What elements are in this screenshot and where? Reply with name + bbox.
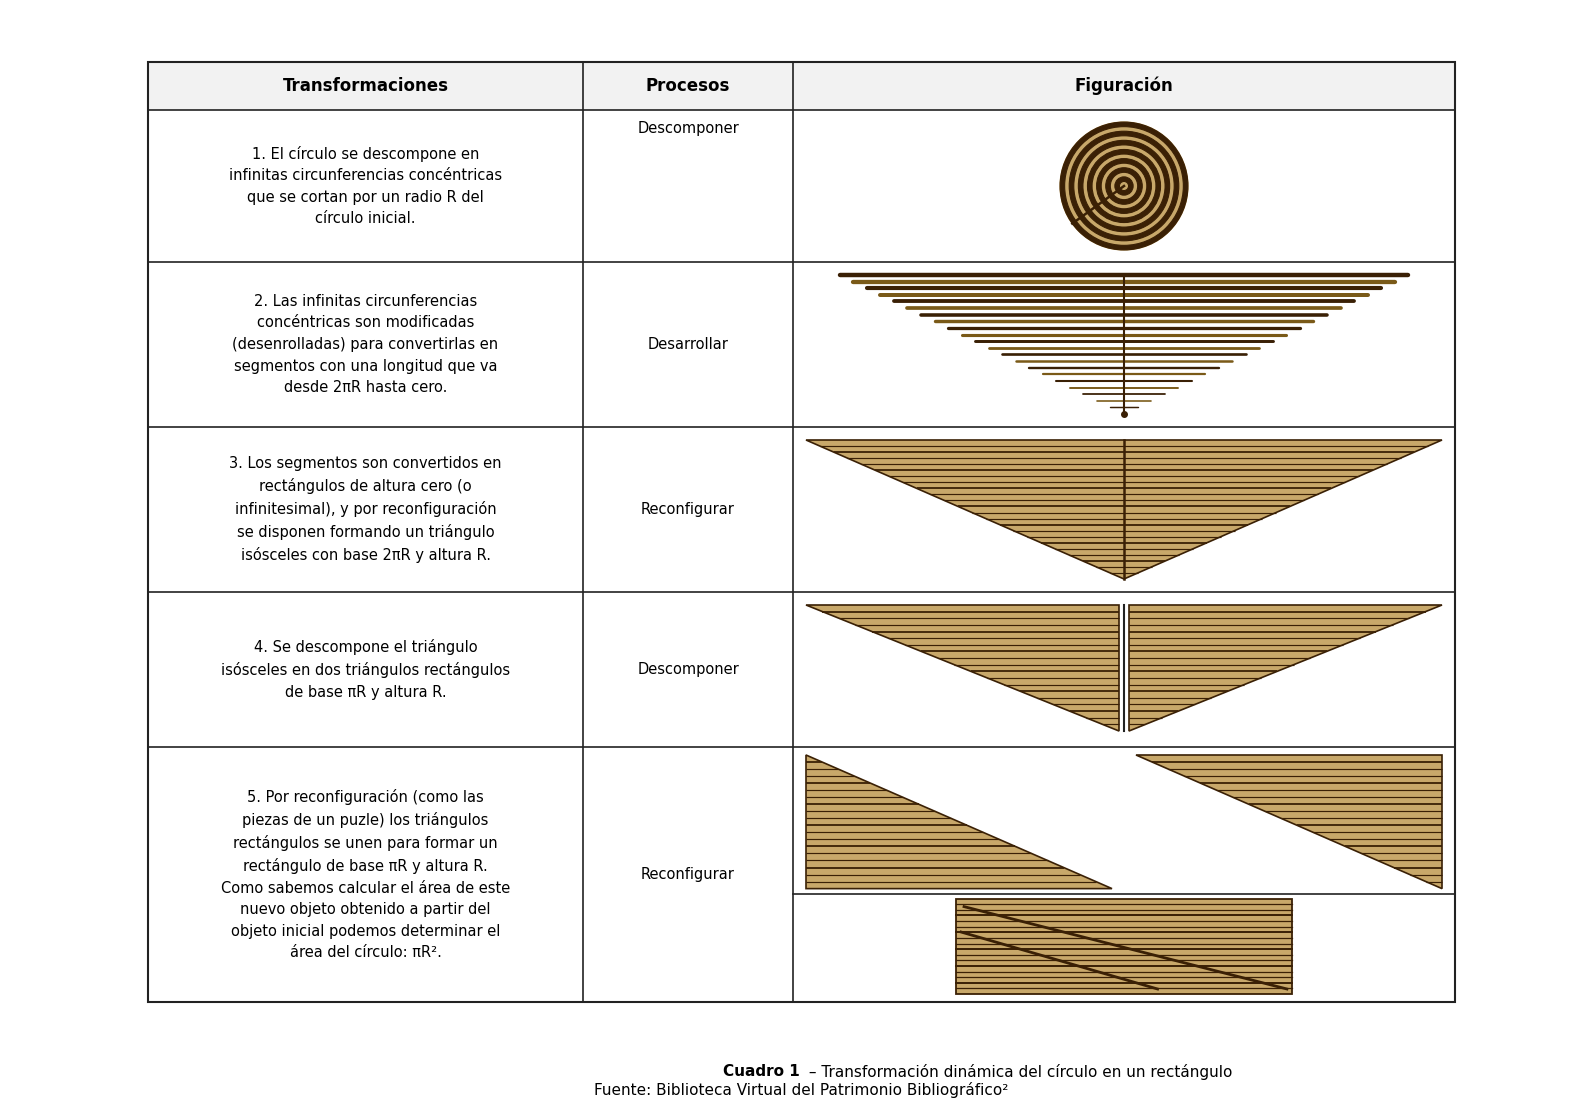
Text: Desarrollar: Desarrollar	[648, 337, 728, 352]
Bar	[148, 62, 1456, 110]
Circle shape	[1065, 127, 1184, 245]
Polygon shape	[1136, 755, 1441, 888]
Circle shape	[1101, 164, 1147, 209]
Bar	[957, 898, 1292, 994]
Text: Procesos: Procesos	[645, 77, 731, 95]
Circle shape	[1119, 181, 1128, 190]
Text: Transformaciones: Transformaciones	[283, 77, 448, 95]
Text: 3. Los segmentos son convertidos en
rectángulos de altura cero (o
infinitesimal): 3. Los segmentos son convertidos en rect…	[229, 455, 502, 563]
Polygon shape	[1130, 605, 1441, 731]
Text: Descomponer: Descomponer	[637, 662, 739, 677]
Circle shape	[1115, 177, 1133, 195]
Text: Cuadro 1: Cuadro 1	[723, 1064, 799, 1080]
Circle shape	[1084, 145, 1165, 227]
Text: – Transformación dinámica del círculo en un rectángulo: – Transformación dinámica del círculo en…	[804, 1064, 1231, 1080]
Text: Figuración: Figuración	[1074, 77, 1173, 96]
Circle shape	[1111, 173, 1138, 199]
Bar	[957, 898, 1292, 994]
Circle shape	[1096, 159, 1152, 214]
Polygon shape	[806, 605, 1119, 731]
Circle shape	[1092, 154, 1155, 218]
Text: 4. Se descompone el triángulo
isósceles en dos triángulos rectángulos
de base πR: 4. Se descompone el triángulo isósceles …	[221, 639, 510, 700]
Circle shape	[1074, 136, 1174, 236]
Text: 5. Por reconfiguración (como las
piezas de un puzle) los triángulos
rectángulos : 5. Por reconfiguración (como las piezas …	[221, 789, 510, 961]
Text: Descomponer: Descomponer	[637, 120, 739, 136]
Text: Fuente: Biblioteca Virtual del Patrimonio Bibliográfico²: Fuente: Biblioteca Virtual del Patrimoni…	[594, 1082, 1009, 1099]
Polygon shape	[806, 755, 1112, 888]
Polygon shape	[806, 440, 1441, 579]
Circle shape	[1060, 122, 1189, 250]
Text: 1. El círculo se descompone en
infinitas circunferencias concéntricas
que se cor: 1. El círculo se descompone en infinitas…	[229, 146, 502, 226]
Bar	[148, 62, 1456, 1002]
Circle shape	[1069, 131, 1179, 240]
Circle shape	[1106, 168, 1142, 205]
Text: Reconfigurar: Reconfigurar	[640, 867, 736, 881]
Circle shape	[1060, 122, 1189, 250]
Bar	[148, 62, 1456, 1002]
Text: Reconfigurar: Reconfigurar	[640, 502, 736, 518]
Text: 2. Las infinitas circunferencias
concéntricas son modificadas
(desenrolladas) pa: 2. Las infinitas circunferencias concént…	[232, 294, 499, 395]
Circle shape	[1079, 140, 1170, 232]
Circle shape	[1087, 149, 1160, 223]
